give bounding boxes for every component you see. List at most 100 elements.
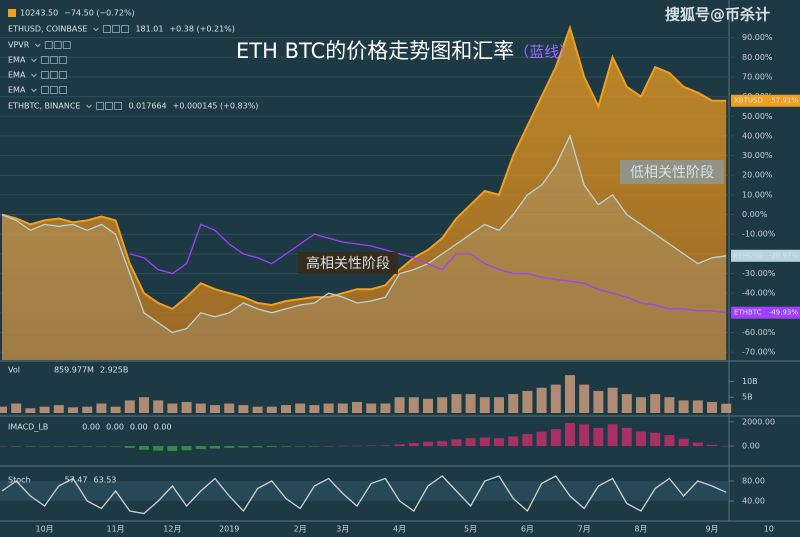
x-tick-label: 5月	[464, 525, 477, 534]
bar	[465, 394, 476, 413]
legend-label: ETHBTC, BINANCE	[8, 102, 80, 111]
bar	[25, 446, 36, 447]
bar	[110, 406, 121, 413]
y-tick-label: -40.00%	[742, 289, 776, 298]
bar	[224, 446, 235, 448]
x-tick-label: 11月	[107, 525, 125, 534]
legend-button	[58, 71, 67, 79]
bar	[96, 446, 107, 447]
y-tick-label: 0.00%	[742, 210, 768, 219]
bar	[0, 406, 7, 413]
x-tick-label: 9月	[705, 525, 718, 534]
legend-value: −74.50 (−0.72%)	[64, 9, 135, 18]
y-tick-label: 80.00%	[742, 53, 773, 62]
y-tick-label: 5B	[742, 393, 753, 402]
y-tick-label: 0.00	[742, 442, 760, 451]
bar	[479, 397, 490, 413]
y-tick-label: 2000.00	[742, 417, 775, 426]
y-tick-label: 80.00	[742, 477, 765, 486]
bar	[465, 438, 476, 447]
legend-label: EMA	[8, 71, 26, 80]
bar	[39, 446, 50, 447]
bar	[167, 403, 178, 413]
y-tick-label: 20.00%	[742, 171, 773, 180]
readout: 0.00	[82, 423, 100, 432]
bar	[494, 438, 504, 447]
bar	[550, 429, 561, 447]
bar	[11, 403, 22, 413]
readout: 0.00	[106, 423, 124, 432]
bar	[607, 387, 618, 413]
bar	[707, 444, 717, 447]
x-tick-label: 4月	[393, 525, 406, 534]
bar	[167, 446, 178, 451]
bar	[408, 397, 419, 413]
x-tick-label: 3月	[336, 525, 349, 534]
bar	[153, 446, 164, 451]
bar	[508, 394, 519, 413]
bar	[664, 435, 675, 447]
legend-button	[102, 25, 111, 33]
bar	[678, 438, 689, 447]
bar	[423, 398, 433, 413]
bar	[195, 403, 206, 413]
readout: 2.925B	[100, 366, 128, 375]
bar	[352, 401, 362, 413]
bar	[692, 400, 703, 413]
y-tick-label: 40.00%	[742, 131, 773, 140]
legend-icon	[8, 9, 16, 17]
area	[2, 135, 727, 360]
annotation: 低相关性阶段	[630, 165, 714, 181]
y-tick-label: -70.00%	[742, 348, 776, 357]
last-value-box	[731, 249, 800, 262]
last-value-name: ETHBTC	[734, 309, 762, 317]
annotation-box	[298, 252, 398, 274]
bar	[139, 397, 149, 413]
legend-label: VPVR	[8, 41, 30, 50]
last-value-name: ETHUSD	[734, 252, 763, 260]
legend-value: 0.017664	[128, 102, 166, 111]
bar	[281, 405, 291, 413]
bar	[210, 446, 220, 449]
last-value-box	[731, 94, 800, 107]
bar	[82, 446, 93, 447]
legend-button	[40, 86, 49, 94]
x-tick-label: 2019	[219, 525, 239, 534]
bar	[579, 384, 590, 413]
bar	[394, 397, 405, 413]
bar	[408, 443, 419, 447]
bar	[479, 437, 490, 447]
area	[2, 27, 727, 361]
bar	[53, 446, 64, 447]
bar	[593, 427, 604, 447]
legend-button	[49, 71, 58, 79]
bar	[25, 408, 36, 413]
legend-button	[113, 102, 122, 110]
bar	[621, 394, 632, 413]
line	[1, 134, 727, 334]
bar	[621, 427, 632, 447]
legend-button	[40, 56, 49, 64]
legend-caret	[34, 43, 41, 48]
legend-button	[58, 86, 67, 94]
bar	[124, 400, 135, 413]
bar	[337, 445, 348, 447]
bar	[124, 446, 135, 448]
bar	[451, 394, 462, 413]
bar	[423, 441, 433, 447]
bar	[181, 446, 192, 451]
bar	[593, 390, 604, 413]
bar	[650, 394, 661, 413]
bar	[394, 444, 405, 447]
bar	[0, 446, 7, 447]
x-tick-label: 10	[764, 525, 774, 534]
legend-value: +0.38 (+0.21%)	[169, 25, 234, 34]
bar	[295, 446, 306, 447]
legend-caret	[86, 104, 92, 109]
y-tick-label: -30.00%	[742, 269, 776, 278]
legend-button	[44, 41, 53, 49]
bar	[352, 445, 362, 447]
y-tick-label: 40.00	[742, 497, 765, 506]
bar	[536, 431, 547, 447]
